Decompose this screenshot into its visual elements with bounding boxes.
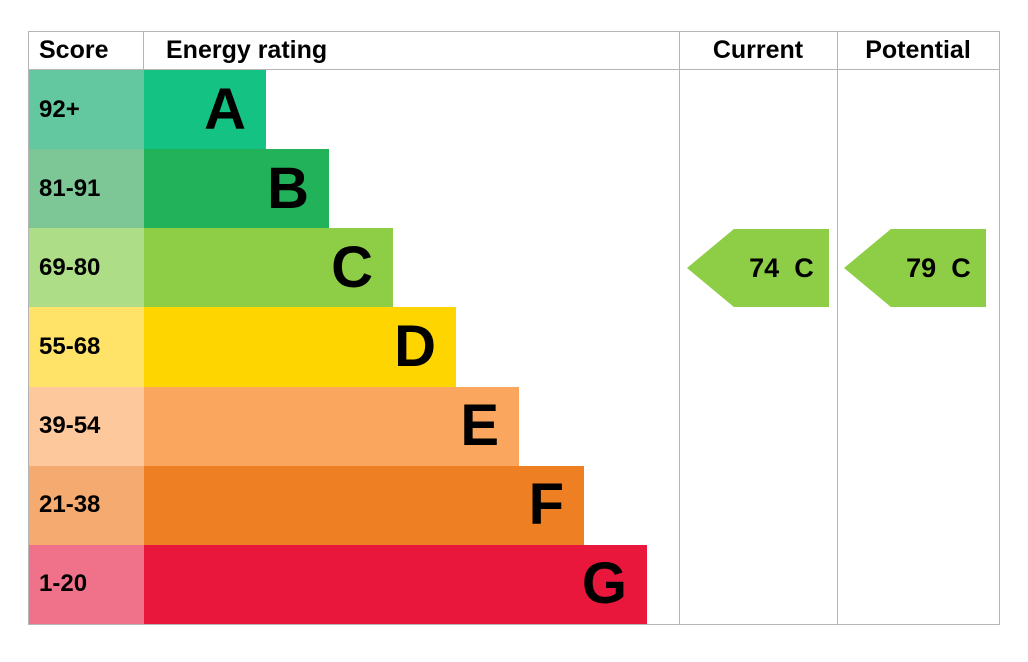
band-letter-c: C xyxy=(331,234,373,300)
band-letter-a: A xyxy=(204,76,246,142)
score-header: Score xyxy=(29,32,144,69)
potential-rating-band: C xyxy=(951,252,971,283)
band-letter-d: D xyxy=(394,313,436,379)
potential-column-divider xyxy=(837,32,838,624)
band-letter-e: E xyxy=(460,393,499,459)
band-row-e: 39-54 E xyxy=(29,386,679,466)
band-row-d: 55-68 D xyxy=(29,307,679,387)
current-rating-band: C xyxy=(794,252,814,283)
band-rows: 92+ A 81-91 B 69-80 C 55-68 D 39-54 E 21-38 F 1-20 G xyxy=(29,70,679,624)
band-letter-g: G xyxy=(581,551,627,617)
epc-table: Score Energy rating Current Potential 92… xyxy=(28,31,1000,625)
band-row-b: 81-91 B xyxy=(29,149,679,229)
band-bar-b: B xyxy=(144,149,329,229)
potential-rating-value: 79 xyxy=(906,252,937,283)
band-bar-d: D xyxy=(144,307,456,387)
band-bar-area-d: D xyxy=(144,307,679,387)
band-row-g: 1-20 G xyxy=(29,544,679,624)
band-row-a: 92+ A xyxy=(29,70,679,150)
band-row-c: 69-80 C xyxy=(29,228,679,308)
current-rating-value: 74 xyxy=(749,252,780,283)
current-rating-arrow: 74 C xyxy=(687,229,829,307)
band-bar-c: C xyxy=(144,228,393,308)
band-letter-f: F xyxy=(528,472,564,538)
band-bar-a: A xyxy=(144,70,266,150)
band-bar-area-c: C xyxy=(144,228,679,308)
band-bar-f: F xyxy=(144,465,584,545)
band-score-e: 39-54 xyxy=(29,386,144,466)
band-row-f: 21-38 F xyxy=(29,465,679,545)
band-score-g: 1-20 xyxy=(29,544,144,624)
potential-rating-text: 79 C xyxy=(891,229,986,307)
current-header: Current xyxy=(712,36,804,64)
band-bar-e: E xyxy=(144,386,519,466)
band-score-a: 92+ xyxy=(29,70,144,150)
band-bar-area-g: G xyxy=(144,544,679,624)
energy-rating-header: Energy rating xyxy=(166,36,328,64)
band-bar-area-b: B xyxy=(144,149,679,229)
band-letter-b: B xyxy=(267,155,309,221)
header-row: Score Energy rating Current Potential xyxy=(29,32,999,70)
band-score-f: 21-38 xyxy=(29,465,144,545)
band-bar-area-e: E xyxy=(144,386,679,466)
band-score-b: 81-91 xyxy=(29,149,144,229)
potential-rating-arrow: 79 C xyxy=(844,229,986,307)
band-score-c: 69-80 xyxy=(29,228,144,308)
band-bar-area-f: F xyxy=(144,465,679,545)
band-bar-area-a: A xyxy=(144,70,679,150)
band-score-d: 55-68 xyxy=(29,307,144,387)
potential-header: Potential xyxy=(865,36,971,64)
band-bar-g: G xyxy=(144,544,647,624)
current-rating-text: 74 C xyxy=(734,229,829,307)
current-column-divider xyxy=(679,32,680,624)
